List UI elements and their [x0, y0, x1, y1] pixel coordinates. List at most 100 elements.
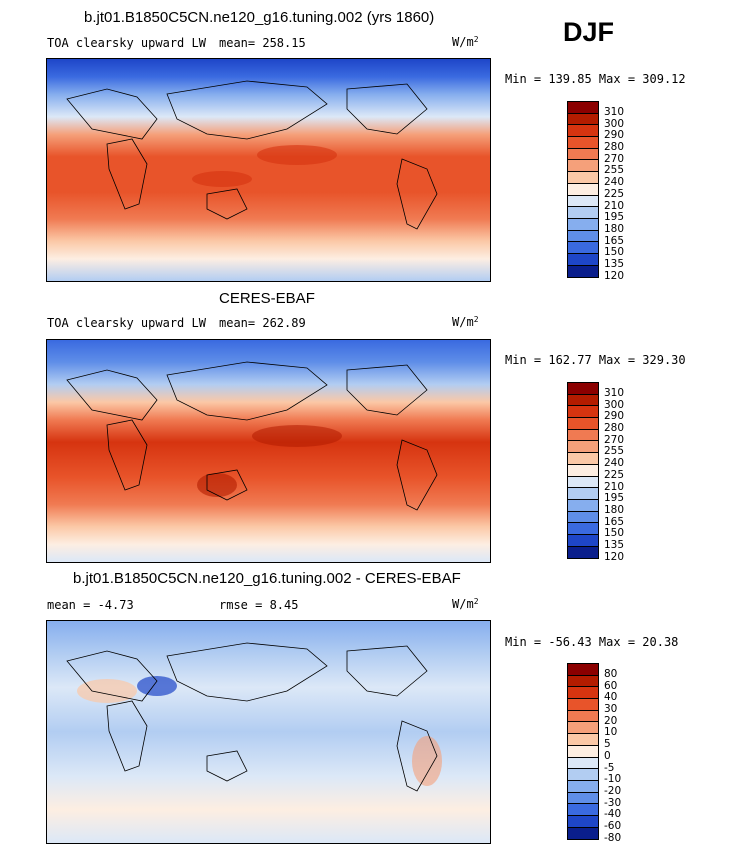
panel2-swatch — [568, 499, 598, 512]
panel1-swatch — [568, 218, 598, 231]
panel2-swatch — [568, 488, 598, 500]
panel1-swatch — [568, 113, 598, 126]
panel3-swatch — [568, 815, 598, 828]
panel2-swatch — [568, 429, 598, 442]
tick-label: 270 — [604, 152, 625, 165]
tick-label: 10 — [604, 726, 618, 739]
panel2-swatch — [568, 383, 598, 395]
panel3-swatch — [568, 664, 598, 676]
panel3-swatch — [568, 769, 598, 781]
panel2-colorbar — [567, 382, 599, 560]
panel1-swatch — [568, 207, 598, 219]
tick-label: 255 — [604, 445, 625, 458]
panel3-map-image — [47, 621, 490, 843]
panel1-colorbar — [567, 101, 599, 279]
tick-label: -20 — [604, 784, 622, 797]
tick-label: 5 — [604, 738, 611, 751]
panel2-swatch — [568, 418, 598, 430]
panel3-swatch — [568, 699, 598, 711]
panel2-variable: TOA clearsky upward LW — [47, 316, 206, 330]
tick-label: 30 — [604, 703, 618, 716]
panel1-swatch — [568, 195, 598, 208]
panel2-swatch — [568, 534, 598, 547]
panel1-swatch — [568, 102, 598, 114]
panel1-swatch — [568, 137, 598, 149]
panel3-minmax: Min = -56.43 Max = 20.38 — [505, 635, 679, 649]
tick-label: 40 — [604, 691, 618, 704]
tick-label: 280 — [604, 141, 625, 154]
panel3-swatch — [568, 675, 598, 688]
panel1-mean: mean= 258.15 — [219, 36, 306, 50]
tick-label: 210 — [604, 480, 625, 493]
tick-label: 290 — [604, 129, 625, 142]
tick-label: 290 — [604, 410, 625, 423]
tick-label: -5 — [604, 761, 615, 774]
panel3-swatch — [568, 804, 598, 816]
tick-label: 240 — [604, 457, 625, 470]
panel3-swatch — [568, 734, 598, 746]
panel2-mean: mean= 262.89 — [219, 316, 306, 330]
tick-label: 180 — [604, 222, 625, 235]
panel3-title: b.jt01.B1850C5CN.ne120_g16.tuning.002 - … — [73, 570, 461, 587]
tick-label: 0 — [604, 749, 611, 762]
tick-label: 20 — [604, 714, 618, 727]
panel1-swatch — [568, 125, 598, 138]
tick-label: 195 — [604, 492, 625, 505]
panel1-swatch — [568, 265, 598, 278]
panel2-minmax: Min = 162.77 Max = 329.30 — [505, 353, 686, 367]
panel1-units: W/m2 — [452, 35, 479, 49]
panel3-colorbar — [567, 663, 599, 841]
panel3-colorbar-labels: 80 60 40 30 20 10 5 0 -5 -10 -20 -30 -40 -60 -80 — [604, 668, 622, 844]
tick-label: 120 — [604, 550, 625, 563]
panel2-swatch — [568, 511, 598, 524]
panel2-swatch — [568, 406, 598, 419]
tick-label: 310 — [604, 106, 625, 118]
panel2-title: CERES-EBAF — [219, 290, 315, 307]
tick-label: 150 — [604, 246, 625, 259]
panel2-swatch — [568, 546, 598, 559]
tick-label: 80 — [604, 668, 618, 680]
panel2-map-image — [47, 340, 490, 562]
tick-label: 165 — [604, 234, 625, 247]
panel2-swatch — [568, 476, 598, 489]
panel1-swatch — [568, 172, 598, 184]
tick-label: -10 — [604, 773, 622, 786]
tick-label: 165 — [604, 515, 625, 528]
panel3-swatch — [568, 722, 598, 735]
tick-label: 150 — [604, 527, 625, 540]
tick-label: 255 — [604, 164, 625, 177]
panel1-swatch — [568, 148, 598, 161]
tick-label: 270 — [604, 433, 625, 446]
panel3-swatch — [568, 710, 598, 723]
panel3-swatch — [568, 780, 598, 793]
season-label: DJF — [563, 17, 615, 47]
panel3-swatch — [568, 745, 598, 758]
tick-label: 225 — [604, 468, 625, 481]
panel1-title: b.jt01.B1850C5CN.ne120_g16.tuning.002 (y… — [84, 9, 435, 26]
tick-label: 195 — [604, 211, 625, 224]
panel2-swatch — [568, 453, 598, 465]
panel2-map — [46, 339, 491, 563]
tick-label: 300 — [604, 117, 625, 130]
tick-label: 135 — [604, 257, 625, 270]
tick-label: -60 — [604, 819, 622, 832]
tick-label: 280 — [604, 422, 625, 435]
panel1-swatch — [568, 230, 598, 243]
panel3-swatch — [568, 687, 598, 700]
panel3-swatch — [568, 757, 598, 770]
panel2-swatch — [568, 441, 598, 454]
tick-label: 310 — [604, 387, 625, 399]
panel2-colorbar-labels: 310 300 290 280 270 255 240 225 210 195 180 165 150 1… — [604, 387, 625, 563]
panel1-colorbar-labels: 310 300 290 280 270 255 240 225 210 195 180 165 150 1… — [604, 106, 625, 282]
tick-label: 135 — [604, 538, 625, 551]
tick-label: 60 — [604, 679, 618, 692]
panel2-swatch — [568, 464, 598, 477]
panel3-swatch — [568, 792, 598, 805]
panel3-mean: mean = -4.73 — [47, 598, 134, 612]
tick-label: -80 — [604, 831, 622, 844]
panel1-variable: TOA clearsky upward LW — [47, 36, 206, 50]
panel1-swatch — [568, 242, 598, 254]
tick-label: 225 — [604, 187, 625, 200]
panel1-swatch — [568, 253, 598, 266]
tick-label: -40 — [604, 808, 622, 821]
